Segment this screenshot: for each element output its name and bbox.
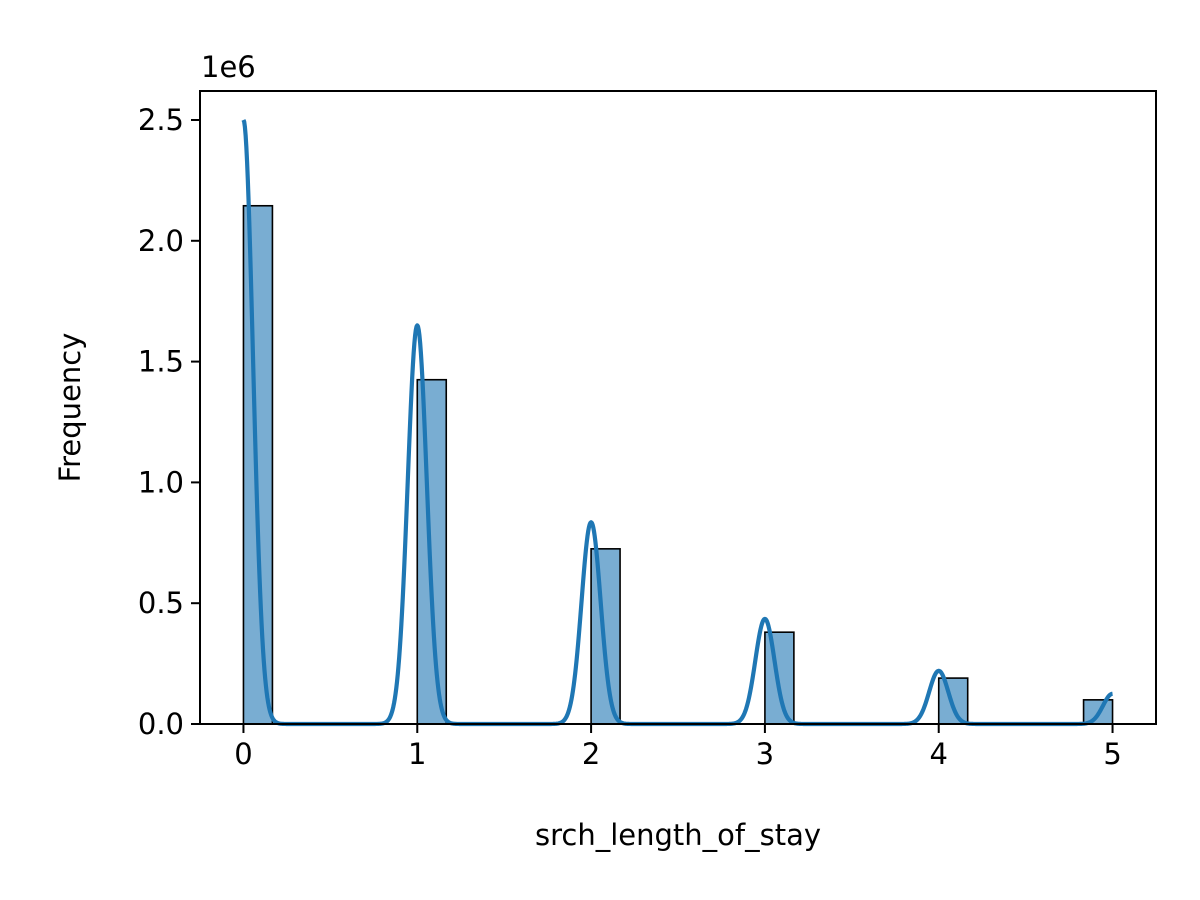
x-tick-label: 5 <box>1103 737 1121 771</box>
x-tick-label: 3 <box>756 737 774 771</box>
y-tick-label: 1.5 <box>138 345 184 379</box>
y-tick-label: 2.0 <box>138 224 184 258</box>
y-offset-label: 1e6 <box>201 50 256 84</box>
y-tick-label: 0.0 <box>138 707 184 741</box>
histogram-bar <box>764 631 795 725</box>
x-tick-label: 0 <box>234 737 252 771</box>
y-tick-label: 1.0 <box>138 465 184 499</box>
histogram-bars <box>242 204 1114 725</box>
x-tick-label: 2 <box>582 737 600 771</box>
y-tick-label: 2.5 <box>138 103 184 137</box>
x-axis-label: srch_length_of_stay <box>535 818 821 852</box>
x-tick-label: 4 <box>930 737 948 771</box>
y-tick-label: 0.5 <box>138 586 184 620</box>
x-tick-label: 1 <box>408 737 426 771</box>
y-axis-label: Frequency <box>53 333 87 483</box>
axes-frame <box>199 90 1157 725</box>
x-axis-ticks: 0 1 2 3 4 5 <box>234 724 1122 771</box>
y-axis-ticks: 0.0 0.5 1.0 1.5 2.0 2.5 <box>138 103 200 741</box>
kde-curve <box>241 119 1114 727</box>
histogram-bar <box>590 548 621 725</box>
